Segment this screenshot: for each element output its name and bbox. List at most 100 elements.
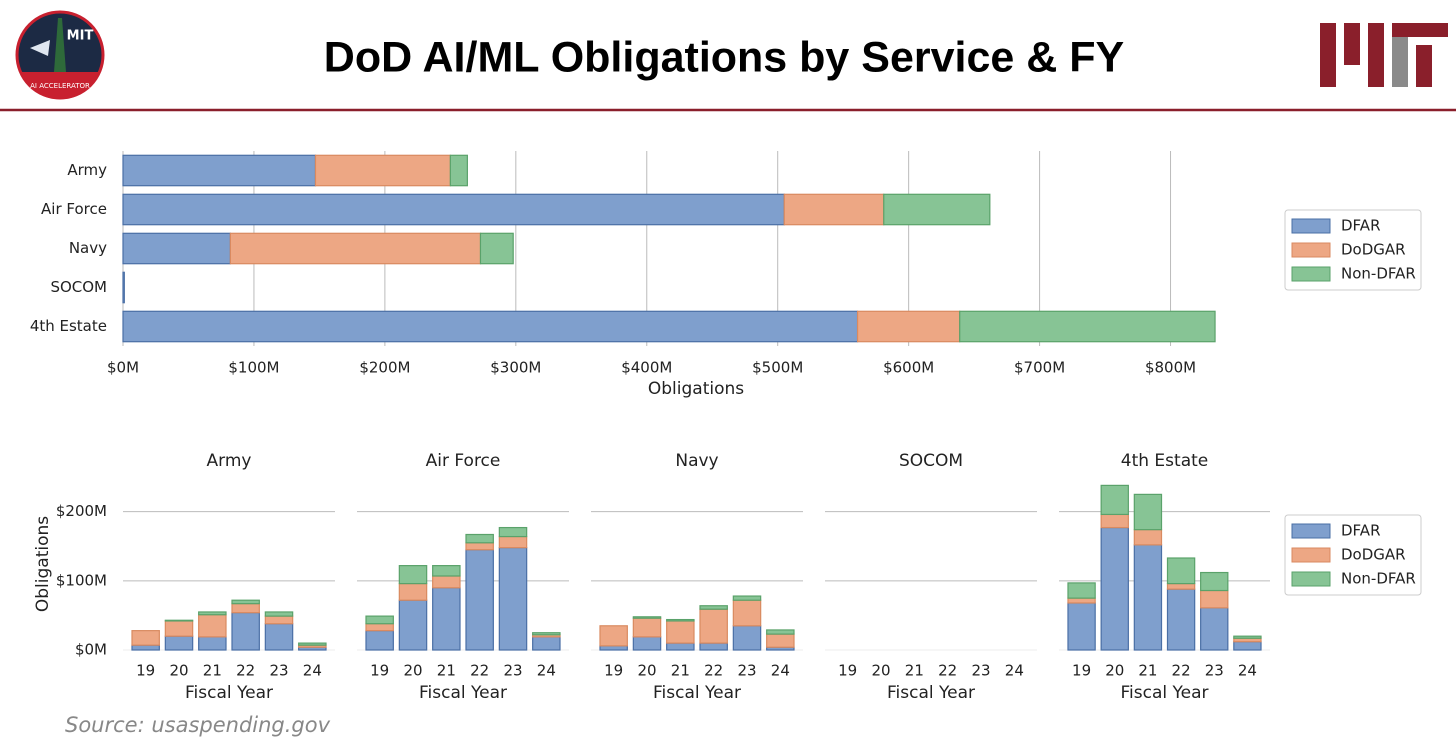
- x-axis-label: Obligations: [648, 379, 744, 399]
- bar-segment: [298, 642, 327, 646]
- bar-segment: [365, 615, 394, 625]
- panel-title: Navy: [675, 451, 718, 471]
- x-tick-label: $500M: [752, 359, 803, 377]
- bar-segment: [365, 630, 394, 651]
- x-tick-label: 19: [370, 662, 389, 680]
- x-tick-label: $0M: [107, 359, 139, 377]
- bar-segment: [398, 582, 428, 601]
- logo-bar: [1320, 23, 1336, 87]
- x-tick-label: 24: [1238, 662, 1257, 680]
- x-tick-label: $700M: [1014, 359, 1065, 377]
- bar-segment: [198, 614, 227, 638]
- bar-segment: [164, 635, 194, 651]
- x-tick-label: $300M: [490, 359, 541, 377]
- mit-ai-logo: MIT AI ACCELERATOR: [15, 10, 105, 100]
- bar-segment: [883, 193, 991, 226]
- logo-band: [20, 72, 100, 100]
- x-tick-label: 22: [236, 662, 255, 680]
- logo-text: MIT: [67, 29, 94, 44]
- x-tick-label: 20: [169, 662, 188, 680]
- x-tick-label: 19: [604, 662, 623, 680]
- bar-segment: [1233, 635, 1262, 639]
- bar-segment: [365, 623, 394, 632]
- x-tick-label: 22: [1172, 662, 1191, 680]
- x-tick-label: 21: [437, 662, 456, 680]
- logo-bar: [1392, 23, 1408, 87]
- x-tick-label: 21: [203, 662, 222, 680]
- logo-bar: [1368, 23, 1384, 87]
- bar-segment: [959, 310, 1216, 343]
- bar-segment: [498, 547, 528, 651]
- bar-segment: [164, 619, 194, 622]
- logo-text: AI ACCELERATOR: [30, 82, 90, 90]
- bar-segment: [732, 625, 762, 651]
- bar-segment: [1100, 526, 1129, 651]
- x-tick-label: $100M: [228, 359, 279, 377]
- bar-segment: [666, 618, 695, 622]
- legend-swatch: [1291, 547, 1331, 563]
- legend-swatch: [1291, 523, 1331, 539]
- x-axis-label: Fiscal Year: [1120, 683, 1208, 703]
- bar-segment: [1233, 641, 1262, 651]
- legend-label: DoDGAR: [1341, 546, 1406, 564]
- y-axis-label: Obligations: [33, 516, 53, 612]
- x-tick-label: 23: [737, 662, 756, 680]
- bar-segment: [1067, 582, 1096, 599]
- bar-segment: [632, 636, 662, 651]
- bar-segment: [122, 154, 317, 187]
- bar-segment: [699, 608, 728, 644]
- x-tick-label: 23: [503, 662, 522, 680]
- y-tick-label: SOCOM: [50, 278, 107, 296]
- bar-segment: [131, 630, 160, 646]
- bar-segment: [666, 620, 695, 644]
- x-tick-label: 19: [1072, 662, 1091, 680]
- bar-segment: [264, 611, 294, 617]
- bar-segment: [231, 603, 260, 614]
- logo-bar: [1344, 23, 1360, 65]
- bar-segment: [432, 575, 461, 589]
- y-tick-label: 4th Estate: [30, 317, 107, 335]
- x-tick-label: 19: [136, 662, 155, 680]
- slide-title: DoD AI/ML Obligations by Service & FY: [324, 33, 1124, 81]
- bar-segment: [532, 632, 561, 636]
- bar-segment: [164, 620, 194, 637]
- bar-segment: [766, 633, 795, 648]
- bar-segment: [1133, 544, 1163, 651]
- bar-segment: [732, 595, 762, 601]
- bar-segment: [599, 625, 628, 647]
- x-axis-label: Fiscal Year: [653, 683, 741, 703]
- bar-segment: [432, 565, 461, 577]
- panel-title: Air Force: [426, 451, 501, 471]
- y-tick-label: $0M: [75, 641, 107, 659]
- bar-segment: [122, 232, 231, 265]
- legend-swatch: [1291, 266, 1331, 282]
- bar-segment: [229, 232, 482, 265]
- mit-logo: [1320, 23, 1448, 87]
- bar-segment: [465, 549, 494, 651]
- x-tick-label: $800M: [1145, 359, 1196, 377]
- bar-segment: [699, 642, 728, 651]
- legend-label: Non-DFAR: [1341, 570, 1416, 588]
- bar-segment: [122, 310, 859, 343]
- legend-label: DoDGAR: [1341, 241, 1406, 259]
- x-tick-label: $200M: [359, 359, 410, 377]
- x-tick-label: 24: [537, 662, 556, 680]
- logo-bar: [1392, 23, 1448, 37]
- legend-label: Non-DFAR: [1341, 265, 1416, 283]
- bar-segment: [632, 616, 662, 619]
- bar-segment: [1200, 607, 1229, 651]
- legend-label: DFAR: [1341, 522, 1381, 540]
- x-tick-label: 22: [938, 662, 957, 680]
- bar-segment: [856, 310, 961, 343]
- bar-segment: [1200, 571, 1229, 592]
- x-tick-label: 23: [971, 662, 990, 680]
- bar-segment: [1166, 582, 1196, 590]
- bar-segment: [1200, 589, 1229, 609]
- bar-segment: [131, 644, 160, 651]
- x-tick-label: 19: [838, 662, 857, 680]
- bar-segment: [122, 271, 125, 304]
- legend-swatch: [1291, 242, 1331, 258]
- bar-segment: [1133, 529, 1163, 546]
- panel-title: SOCOM: [899, 451, 963, 471]
